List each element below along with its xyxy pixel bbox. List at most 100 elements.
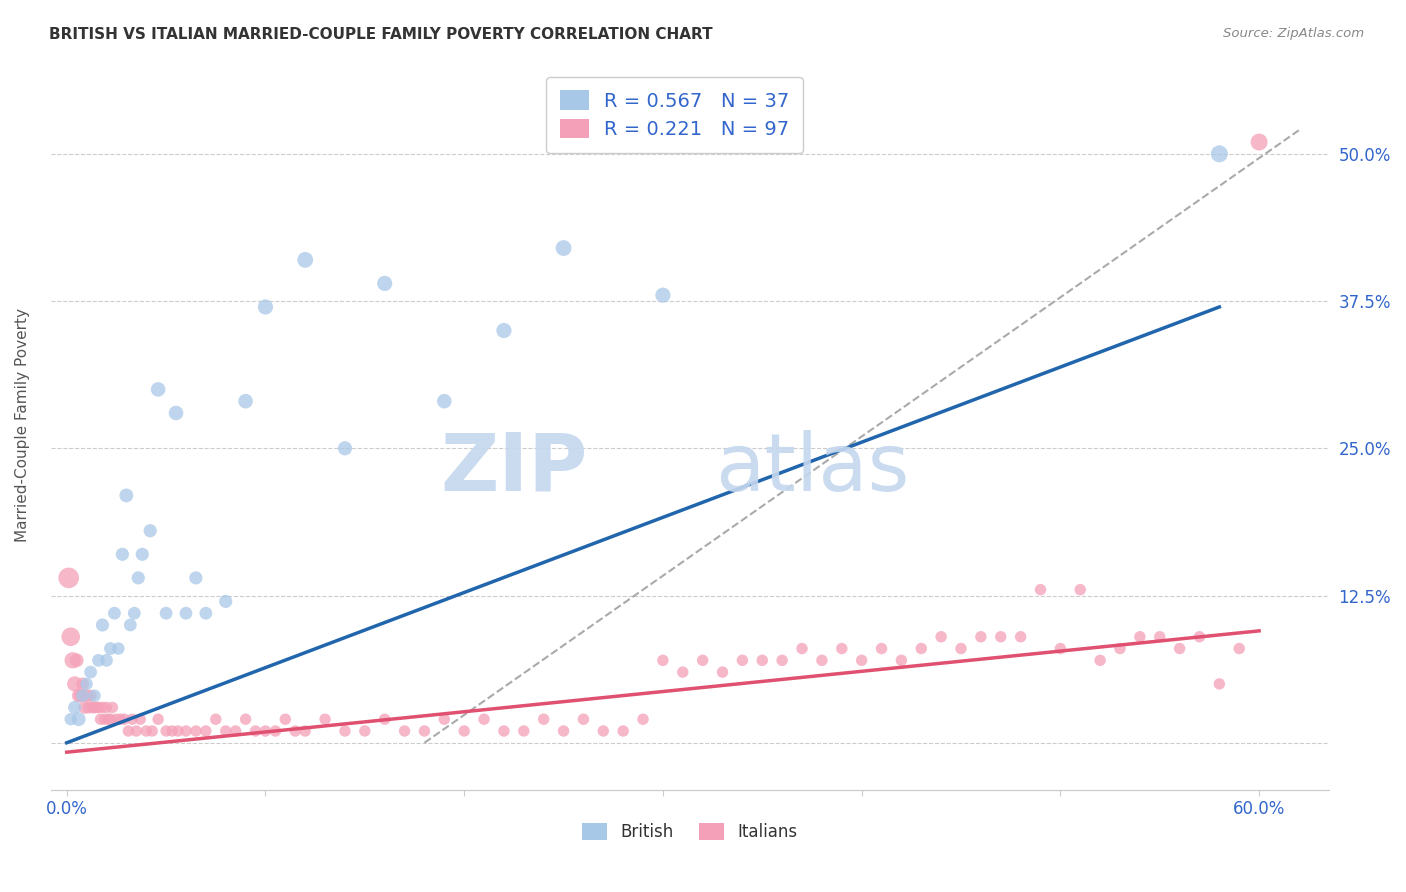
Point — [592, 724, 614, 739]
Point — [651, 288, 673, 302]
Point — [831, 641, 853, 656]
Point — [63, 700, 86, 714]
Point — [970, 630, 993, 644]
Point — [66, 653, 89, 667]
Text: BRITISH VS ITALIAN MARRIED-COUPLE FAMILY POVERTY CORRELATION CHART: BRITISH VS ITALIAN MARRIED-COUPLE FAMILY… — [49, 27, 713, 42]
Point — [1249, 135, 1271, 149]
Point — [101, 700, 124, 714]
Point — [235, 394, 257, 409]
Point — [77, 700, 100, 714]
Point — [87, 653, 110, 667]
Point — [1149, 630, 1171, 644]
Point — [160, 724, 183, 739]
Point — [1069, 582, 1091, 597]
Point — [91, 700, 114, 714]
Point — [870, 641, 893, 656]
Point — [111, 547, 134, 561]
Point — [141, 724, 163, 739]
Point — [120, 618, 142, 632]
Point — [155, 724, 177, 739]
Point — [274, 712, 297, 726]
Point — [69, 689, 91, 703]
Point — [294, 252, 316, 267]
Point — [950, 641, 973, 656]
Point — [215, 724, 238, 739]
Y-axis label: Married-Couple Family Poverty: Married-Couple Family Poverty — [15, 308, 30, 541]
Point — [103, 606, 125, 620]
Point — [194, 724, 217, 739]
Point — [82, 700, 104, 714]
Point — [146, 383, 169, 397]
Point — [533, 712, 555, 726]
Legend: British, Italians: British, Italians — [569, 810, 811, 855]
Point — [294, 724, 316, 739]
Point — [672, 665, 695, 679]
Point — [174, 724, 197, 739]
Point — [413, 724, 436, 739]
Point — [124, 606, 146, 620]
Point — [1208, 146, 1230, 161]
Point — [91, 618, 114, 632]
Point — [155, 606, 177, 620]
Point — [96, 700, 118, 714]
Point — [117, 724, 139, 739]
Point — [76, 689, 98, 703]
Point — [472, 712, 495, 726]
Point — [167, 724, 190, 739]
Point — [811, 653, 834, 667]
Point — [553, 241, 575, 255]
Point — [72, 677, 94, 691]
Point — [194, 606, 217, 620]
Point — [110, 712, 132, 726]
Point — [1168, 641, 1191, 656]
Point — [76, 677, 98, 691]
Point — [1010, 630, 1032, 644]
Point — [93, 712, 115, 726]
Point — [1129, 630, 1152, 644]
Point — [333, 442, 356, 456]
Point — [62, 653, 84, 667]
Point — [711, 665, 734, 679]
Point — [513, 724, 536, 739]
Point — [1208, 677, 1230, 691]
Point — [790, 641, 813, 656]
Point — [59, 712, 82, 726]
Point — [731, 653, 754, 667]
Point — [990, 630, 1012, 644]
Point — [1109, 641, 1132, 656]
Point — [612, 724, 634, 739]
Point — [63, 677, 86, 691]
Point — [374, 277, 396, 291]
Point — [264, 724, 287, 739]
Point — [631, 712, 654, 726]
Point — [79, 665, 101, 679]
Point — [553, 724, 575, 739]
Point — [121, 712, 143, 726]
Point — [96, 653, 118, 667]
Point — [100, 712, 122, 726]
Point — [651, 653, 673, 667]
Point — [851, 653, 873, 667]
Point — [97, 712, 120, 726]
Point — [89, 712, 111, 726]
Point — [374, 712, 396, 726]
Point — [204, 712, 226, 726]
Point — [59, 630, 82, 644]
Point — [72, 689, 94, 703]
Point — [100, 641, 122, 656]
Point — [910, 641, 932, 656]
Point — [245, 724, 267, 739]
Point — [115, 488, 138, 502]
Point — [433, 712, 456, 726]
Point — [112, 712, 135, 726]
Point — [83, 689, 105, 703]
Point — [453, 724, 475, 739]
Text: Source: ZipAtlas.com: Source: ZipAtlas.com — [1223, 27, 1364, 40]
Point — [129, 712, 152, 726]
Point — [1049, 641, 1071, 656]
Point — [174, 606, 197, 620]
Point — [1227, 641, 1250, 656]
Point — [254, 724, 277, 739]
Point — [83, 700, 105, 714]
Point — [87, 700, 110, 714]
